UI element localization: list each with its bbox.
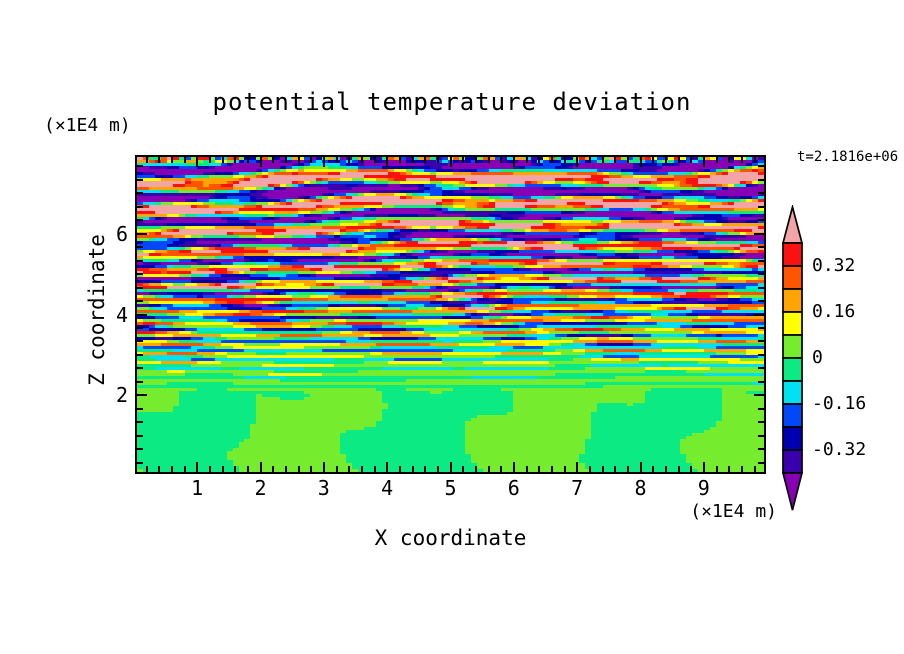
z-tick-label: 6 xyxy=(115,221,128,246)
colorbar-segment xyxy=(782,334,803,359)
x-tick-label: 8 xyxy=(634,476,647,500)
x-tick-label: 5 xyxy=(444,476,457,500)
colorbar-tick-label: 0.16 xyxy=(812,301,856,322)
x-tick-label: 9 xyxy=(697,476,710,500)
x-tick-label: 1 xyxy=(191,476,204,500)
colorbar-tick-label: -0.16 xyxy=(812,393,867,414)
colorbar-segment xyxy=(782,403,803,428)
x-tick-label: 7 xyxy=(571,476,584,500)
z-tick-label: 4 xyxy=(115,302,128,327)
colorbar-segment xyxy=(782,380,803,405)
x-axis-unit-label: (×1E4 m) xyxy=(690,501,777,522)
colorbar-segment xyxy=(782,288,803,313)
colorbar-under-arrow xyxy=(781,472,804,511)
plot-title: potential temperature deviation xyxy=(212,88,692,116)
colorbar-segment xyxy=(782,426,803,451)
z-tick-label: 2 xyxy=(115,383,128,408)
colorbar-segment xyxy=(782,265,803,290)
time-annotation: t=2.1816e+06 xyxy=(797,149,899,165)
x-tick-label: 4 xyxy=(381,476,394,500)
colorbar-over-arrow xyxy=(781,205,804,244)
x-tick-label: 6 xyxy=(507,476,520,500)
colorbar-tick-label: 0.32 xyxy=(812,255,856,276)
colorbar-segment xyxy=(782,449,803,474)
x-axis-title: X coordinate xyxy=(374,526,527,550)
colorbar-tick-label: -0.32 xyxy=(812,439,867,460)
plot-frame xyxy=(135,155,766,474)
x-tick-label: 3 xyxy=(317,476,330,500)
colorbar xyxy=(781,205,804,511)
contour-field-canvas xyxy=(137,157,764,472)
colorbar-tick-label: 0 xyxy=(812,347,823,368)
z-axis-unit-label: (×1E4 m) xyxy=(44,115,131,136)
colorbar-segment xyxy=(782,311,803,336)
colorbar-segment xyxy=(782,357,803,382)
x-tick-label: 2 xyxy=(254,476,267,500)
colorbar-segment xyxy=(782,242,803,267)
